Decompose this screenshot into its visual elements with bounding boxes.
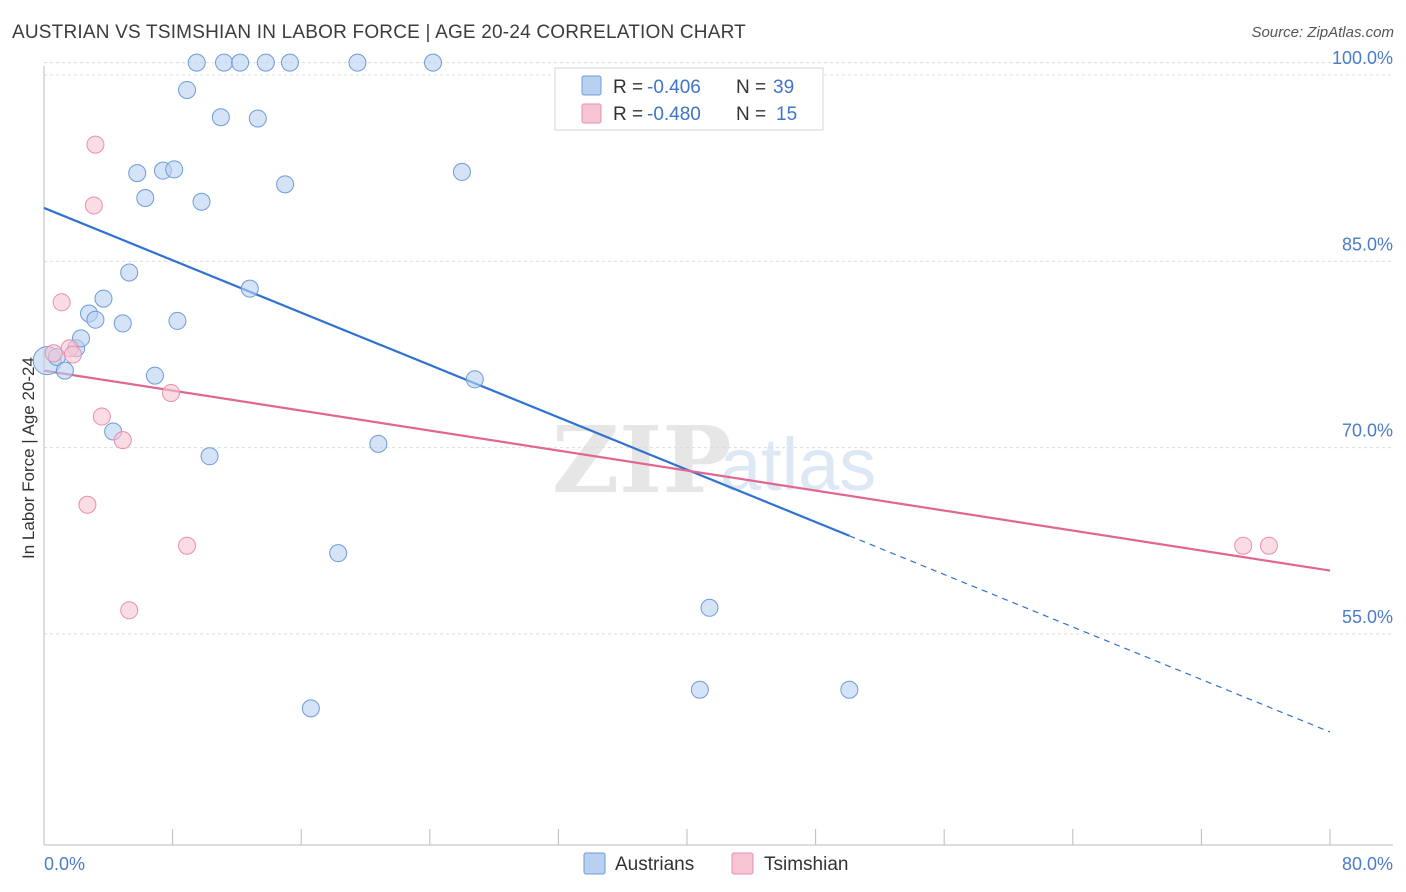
trend-line-austrians — [43, 206, 850, 537]
data-point-tsimshian — [113, 431, 132, 450]
data-point-austrians — [94, 289, 113, 308]
correlation-legend: R = -0.406 N = 39 R = -0.480 N = 15 — [554, 67, 824, 131]
data-point-austrians — [187, 53, 206, 72]
trend-line-austrians-extrapolated — [849, 535, 1331, 733]
data-points — [32, 53, 1278, 718]
chart-source: Source: ZipAtlas.com — [1251, 24, 1394, 41]
data-point-austrians — [348, 53, 367, 72]
data-point-tsimshian — [86, 135, 105, 154]
data-point-austrians — [690, 680, 709, 699]
data-point-austrians — [369, 434, 388, 453]
data-point-austrians — [231, 53, 250, 72]
series-legend-label-tsimshian: Tsimshian — [764, 854, 848, 875]
data-point-tsimshian — [84, 196, 103, 215]
data-point-austrians — [248, 109, 267, 128]
trend-line-tsimshian — [43, 369, 1331, 572]
data-point-tsimshian — [161, 383, 180, 402]
legend-tsimshian-r-label: R = — [613, 104, 643, 125]
series-legend-swatch-tsimshian — [731, 852, 754, 875]
x-tick-label-min: 0.0% — [44, 854, 85, 874]
data-point-austrians — [165, 160, 184, 179]
data-point-austrians — [840, 680, 859, 699]
legend-swatch-tsimshian — [581, 103, 602, 124]
y-tick-label: 70.0% — [1342, 421, 1393, 441]
series-legend-label-austrians: Austrians — [615, 854, 694, 875]
y-tick-label: 100.0% — [1332, 48, 1393, 68]
data-point-austrians — [86, 310, 105, 329]
data-point-austrians — [256, 53, 275, 72]
data-point-austrians — [192, 192, 211, 211]
legend-swatch-austrians — [581, 75, 602, 96]
legend-tsimshian-r-value: -0.480 — [647, 104, 701, 125]
data-point-tsimshian — [78, 495, 97, 514]
data-point-tsimshian — [178, 536, 197, 555]
data-point-austrians — [178, 80, 197, 99]
series-legend: Austrians Tsimshian — [583, 852, 848, 875]
watermark-zip: ZIP — [552, 406, 731, 514]
data-point-austrians — [215, 53, 234, 72]
data-point-austrians — [113, 314, 132, 333]
axes — [43, 66, 1393, 846]
data-point-austrians — [168, 311, 187, 330]
watermark: ZIP atlas — [552, 406, 876, 514]
data-point-austrians — [465, 370, 484, 389]
legend-austrians-r-value: -0.406 — [647, 77, 701, 98]
data-point-tsimshian — [52, 293, 71, 312]
data-point-austrians — [145, 366, 164, 385]
y-tick-label: 85.0% — [1342, 234, 1393, 254]
data-point-austrians — [120, 263, 139, 282]
data-point-austrians — [128, 164, 147, 183]
data-point-austrians — [329, 544, 348, 563]
data-point-austrians — [280, 53, 299, 72]
series-legend-swatch-austrians — [583, 852, 606, 875]
y-tick-label: 55.0% — [1342, 607, 1393, 627]
y-axis-label: In Labor Force | Age 20-24 — [19, 357, 38, 559]
legend-austrians-n-value: 39 — [773, 77, 794, 98]
data-point-austrians — [71, 329, 90, 348]
chart-title: AUSTRIAN VS TSIMSHIAN IN LABOR FORCE | A… — [12, 22, 746, 43]
data-point-austrians — [211, 108, 230, 127]
legend-tsimshian-n-label: N = — [736, 104, 766, 125]
data-point-tsimshian — [92, 407, 111, 426]
legend-tsimshian-n-value: 15 — [776, 104, 797, 125]
data-point-austrians — [136, 188, 155, 207]
data-point-tsimshian — [44, 344, 63, 363]
data-point-austrians — [452, 162, 471, 181]
data-point-austrians — [700, 598, 719, 617]
data-point-austrians — [240, 279, 259, 298]
watermark-atlas: atlas — [720, 423, 876, 506]
data-point-austrians — [200, 447, 219, 466]
data-point-austrians — [55, 361, 74, 380]
y-tick-labels: 55.0% 70.0% 85.0% 100.0% — [1332, 48, 1393, 627]
x-tick-label-max: 80.0% — [1342, 854, 1393, 874]
data-point-tsimshian — [1234, 536, 1253, 555]
data-point-austrians — [424, 53, 443, 72]
trend-lines — [43, 206, 1331, 733]
data-point-austrians — [301, 699, 320, 718]
data-point-tsimshian — [1259, 536, 1278, 555]
data-point-tsimshian — [120, 601, 139, 620]
legend-austrians-r-label: R = — [613, 77, 643, 98]
legend-austrians-n-label: N = — [736, 77, 766, 98]
data-point-tsimshian — [63, 345, 82, 364]
data-point-austrians — [276, 175, 295, 194]
